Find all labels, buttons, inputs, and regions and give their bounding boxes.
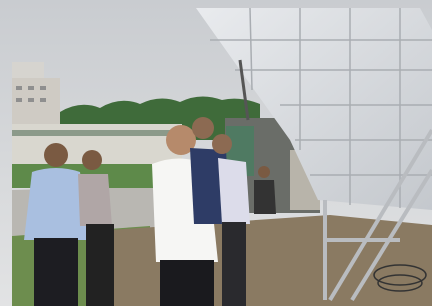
- photo: [0, 0, 432, 306]
- low-building-band: [12, 130, 182, 136]
